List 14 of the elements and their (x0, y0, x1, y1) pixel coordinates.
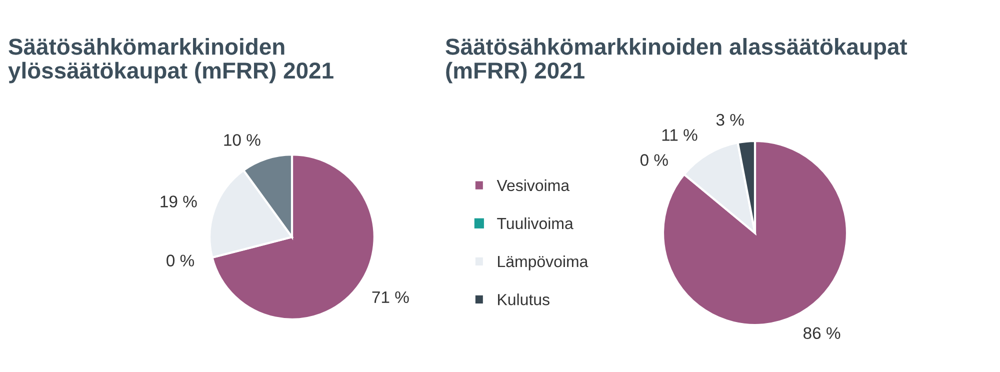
text: 0 % (166, 254, 194, 266)
data-label: 86 % (804, 327, 840, 340)
chart-title: Säätösähkömarkkinoiden alassäätökaupat (mFRR) 2021 (446, 38, 908, 84)
text: 0 % (640, 154, 668, 166)
legend-label: Vesivoima (496, 179, 570, 192)
data-label: 3 % (716, 114, 744, 126)
chart-title: Säätösähkömarkkinoiden ylössäätökaupat (mFRR) 2021 (8, 38, 334, 84)
legend-label: Tuulivoima (497, 217, 574, 230)
legend-label: Lämpövoima (498, 255, 588, 270)
data-label: 71 % (372, 291, 409, 304)
data-label: 11 % (662, 129, 698, 141)
legend-label: Kulutus (498, 294, 550, 306)
data-label: 10 % (224, 134, 260, 146)
data-label: 19 % (160, 196, 197, 208)
